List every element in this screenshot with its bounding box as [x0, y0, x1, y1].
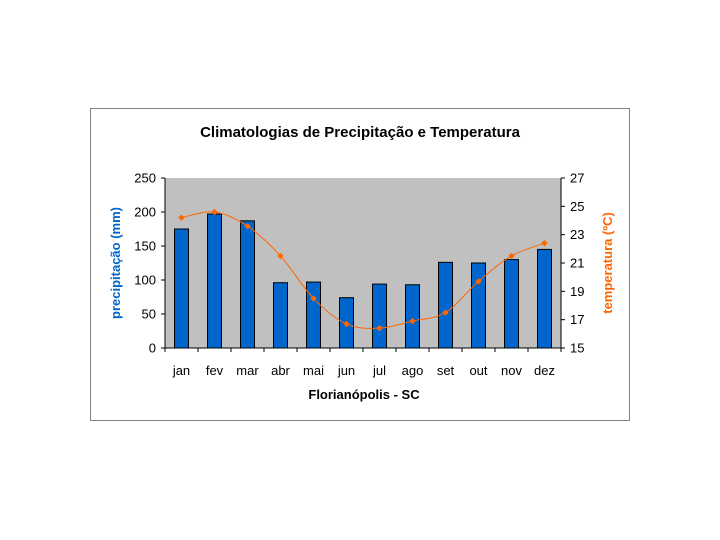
y2-tick-label: 25 [570, 199, 584, 214]
bar-dez [537, 248, 552, 349]
bar-jan [174, 228, 189, 349]
y2-tick-label: 21 [570, 256, 584, 271]
bar-set [438, 261, 453, 349]
y2-tick-label: 19 [570, 284, 584, 299]
temp-point-ago [409, 317, 416, 325]
temp-point-mai [310, 295, 317, 302]
y2-tick-label: 15 [570, 341, 584, 356]
y2-tick-label: 23 [570, 227, 584, 242]
y2-tick-label: 27 [570, 171, 584, 186]
x-tick-label: jul [372, 363, 386, 378]
x-tick-label: jun [337, 363, 355, 378]
y-tick-label: 150 [134, 239, 156, 254]
chart: Climatologias de Precipitação e Temperat… [108, 124, 615, 402]
y-tick-label: 50 [142, 307, 156, 322]
y2-axis-label: temperatura (ºC) [600, 212, 615, 314]
y-tick-label: 100 [134, 273, 156, 288]
bar-mar [240, 220, 255, 349]
bar-jul [372, 283, 387, 349]
y-tick-label: 250 [134, 171, 156, 186]
x-tick-label: dez [534, 363, 555, 378]
chart-title: Climatologias de Precipitação e Temperat… [200, 124, 520, 141]
temp-point-jun [343, 320, 350, 328]
temp-point-jan [178, 214, 185, 221]
y-axis-label: precipitação (mm) [108, 207, 123, 319]
bar-nov [504, 259, 519, 349]
bar-fev [207, 213, 222, 349]
x-tick-label: ago [402, 363, 424, 378]
temperature-line [181, 211, 545, 329]
bar-ago [405, 284, 420, 349]
x-tick-label: mai [303, 363, 324, 378]
temp-point-mar [244, 222, 251, 230]
temp-point-nov [508, 252, 515, 260]
x-tick-label: out [469, 363, 487, 378]
bar-abr [273, 282, 288, 349]
x-tick-label: mar [236, 363, 259, 378]
chart-frame: Climatologias de Precipitação e Temperat… [90, 108, 630, 421]
temp-point-out [475, 278, 482, 285]
x-tick-label: fev [206, 363, 224, 378]
bar-out [471, 262, 486, 349]
y-tick-label: 200 [134, 205, 156, 220]
temp-point-jul [376, 324, 383, 332]
temp-point-abr [277, 252, 284, 260]
temp-point-dez [541, 239, 548, 247]
plot-area [165, 178, 561, 348]
temp-point-set [442, 309, 449, 316]
x-axis-label: Florianópolis - SC [308, 387, 420, 402]
y-tick-label: 0 [149, 341, 156, 356]
x-tick-label: nov [501, 363, 522, 378]
x-tick-label: jan [172, 363, 190, 378]
bar-mai [306, 281, 321, 349]
x-tick-label: abr [271, 363, 290, 378]
x-tick-label: set [437, 363, 455, 378]
y2-tick-label: 17 [570, 312, 584, 327]
